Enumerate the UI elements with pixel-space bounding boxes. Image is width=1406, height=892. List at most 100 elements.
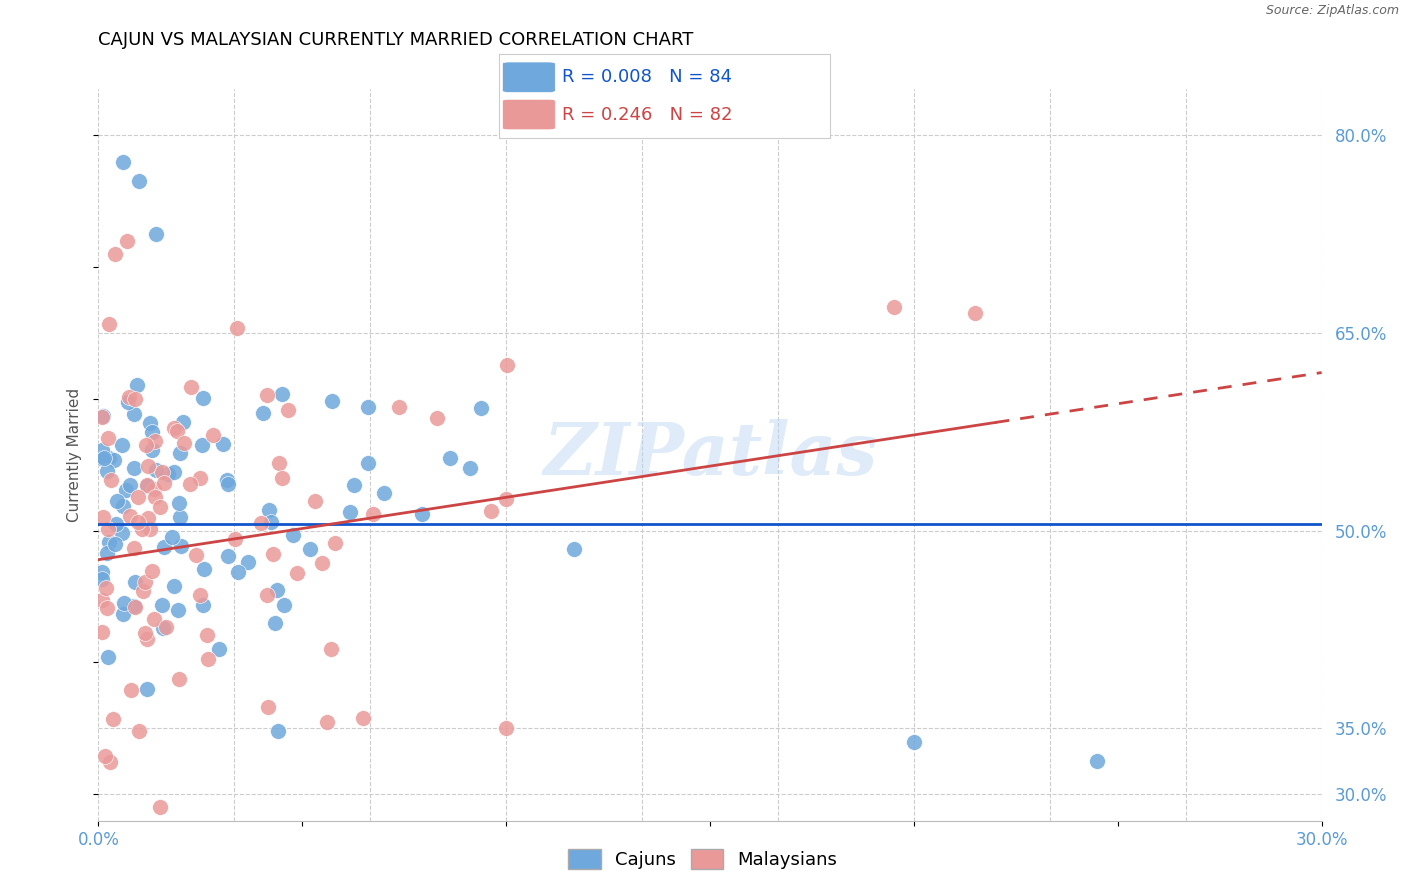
Point [118, 478, 141, 492]
Point [169, 509, 191, 524]
Point [212, 436, 235, 450]
Point [91, 572, 114, 586]
Point [186, 548, 208, 562]
Point [152, 621, 174, 635]
Point [105, 517, 128, 532]
Point [111, 499, 134, 513]
Point [128, 174, 150, 188]
Point [470, 401, 492, 415]
Point [155, 620, 177, 634]
Point [143, 490, 166, 504]
Point [217, 476, 239, 491]
Point [373, 486, 395, 500]
FancyBboxPatch shape [502, 99, 555, 130]
Point [100, 473, 122, 487]
Point [122, 460, 145, 475]
Point [152, 598, 174, 612]
Point [118, 508, 141, 523]
Point [263, 615, 285, 630]
Point [135, 479, 157, 493]
Point [190, 471, 212, 485]
Point [163, 579, 186, 593]
Point [103, 453, 125, 467]
Point [103, 712, 125, 726]
Point [97, 431, 120, 445]
Point [124, 599, 146, 613]
Point [143, 612, 166, 626]
Point [321, 394, 343, 409]
Point [98, 317, 121, 331]
Point [91, 566, 114, 580]
Point [173, 436, 195, 450]
Point [141, 442, 163, 457]
Point [156, 467, 179, 481]
Point [145, 463, 167, 477]
Point [93, 450, 115, 465]
FancyBboxPatch shape [502, 62, 555, 93]
Point [361, 508, 384, 522]
Point [124, 575, 146, 590]
Point [495, 722, 517, 736]
Point [132, 584, 155, 599]
Point [135, 437, 157, 451]
Point [285, 566, 308, 581]
Point [357, 456, 380, 470]
Point [172, 415, 194, 429]
Point [262, 547, 284, 561]
Point [117, 395, 139, 409]
Point [111, 526, 134, 541]
Point [138, 511, 160, 525]
Point [125, 378, 148, 392]
Point [225, 321, 247, 335]
Point [299, 541, 322, 556]
Point [311, 556, 333, 570]
Point [271, 471, 294, 485]
Point [136, 478, 159, 492]
Text: Source: ZipAtlas.com: Source: ZipAtlas.com [1265, 4, 1399, 18]
Point [91, 593, 114, 607]
Point [104, 537, 127, 551]
Point [179, 477, 201, 491]
Point [458, 461, 481, 475]
Text: ZIPatlas: ZIPatlas [543, 419, 877, 491]
Point [304, 494, 326, 508]
Point [388, 401, 411, 415]
Point [138, 416, 160, 430]
Point [180, 379, 202, 393]
Point [115, 234, 138, 248]
Point [163, 465, 186, 479]
Point [111, 607, 134, 621]
Point [122, 407, 145, 421]
Point [97, 649, 120, 664]
Point [217, 549, 239, 563]
Point [96, 464, 118, 478]
Point [91, 510, 114, 524]
Point [114, 483, 136, 497]
Point [256, 588, 278, 602]
Point [105, 493, 128, 508]
Point [249, 516, 271, 530]
Point [188, 588, 211, 602]
Point [479, 504, 502, 518]
Point [191, 598, 214, 612]
Point [276, 402, 298, 417]
Point [195, 628, 218, 642]
Point [352, 711, 374, 725]
Point [143, 434, 166, 449]
Point [141, 565, 163, 579]
Point [965, 306, 987, 320]
Point [1085, 755, 1108, 769]
Point [153, 541, 176, 555]
Point [271, 387, 294, 401]
Point [339, 505, 361, 519]
Point [98, 755, 121, 769]
Point [260, 515, 283, 529]
Point [564, 541, 586, 556]
Point [127, 515, 149, 529]
Point [135, 632, 157, 646]
Point [141, 425, 163, 439]
Point [169, 446, 191, 460]
Point [439, 450, 461, 465]
Point [91, 443, 114, 458]
Point [266, 583, 288, 598]
